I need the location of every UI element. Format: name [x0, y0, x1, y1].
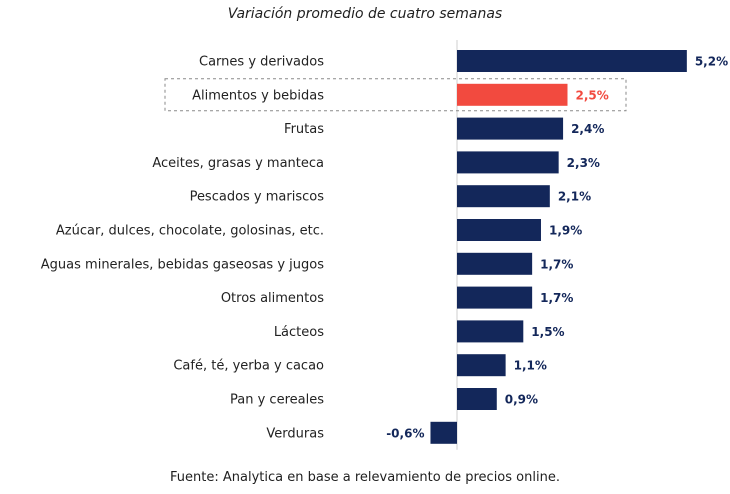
highlight-box: [164, 78, 627, 112]
category-label: Aguas minerales, bebidas gaseosas y jugo…: [41, 257, 324, 272]
bar: [430, 421, 457, 444]
value-label: 2,5%: [576, 88, 609, 102]
bar: [457, 388, 497, 410]
value-label: 1,5%: [531, 325, 564, 339]
value-label: 2,1%: [558, 190, 591, 204]
category-label: Azúcar, dulces, chocolate, golosinas, et…: [56, 224, 324, 239]
category-label: Otros alimentos: [221, 291, 324, 306]
category-label: Frutas: [284, 122, 324, 137]
bar: [457, 117, 564, 140]
value-label: -0,6%: [386, 426, 424, 440]
chart-source: Fuente: Analytica en base a relevamiento…: [170, 470, 560, 485]
bar: [457, 252, 533, 275]
value-label: 1,7%: [540, 257, 573, 271]
bar: [457, 286, 533, 309]
value-label: 1,9%: [549, 224, 582, 238]
category-label: Carnes y derivados: [199, 55, 324, 70]
category-label: Pescados y mariscos: [190, 190, 325, 205]
bar: [457, 185, 550, 208]
category-label: Alimentos y bebidas: [192, 88, 324, 103]
bar: [457, 151, 559, 174]
value-label: 2,4%: [571, 122, 604, 136]
bar: [457, 219, 541, 241]
chart-title: Variación promedio de cuatro semanas: [227, 6, 503, 22]
bar: [457, 320, 524, 343]
value-label: 0,9%: [505, 393, 538, 407]
value-label: 2,3%: [567, 156, 600, 170]
value-label: 1,7%: [540, 291, 573, 305]
bars-layer: Carnes y derivados 5,2% Alimentos y bebida…: [41, 50, 728, 444]
category-label: Pan y cereales: [230, 393, 324, 408]
category-label: Aceites, grasas y manteca: [152, 156, 324, 171]
bar: [457, 354, 506, 377]
bar-highlighted: [457, 83, 568, 106]
value-label: 5,2%: [695, 55, 728, 69]
bar: [457, 50, 687, 72]
value-label: 1,1%: [514, 359, 547, 373]
category-label: Café, té, yerba y cacao: [173, 359, 324, 374]
category-label: Lácteos: [274, 325, 324, 340]
category-label: Verduras: [266, 426, 324, 441]
